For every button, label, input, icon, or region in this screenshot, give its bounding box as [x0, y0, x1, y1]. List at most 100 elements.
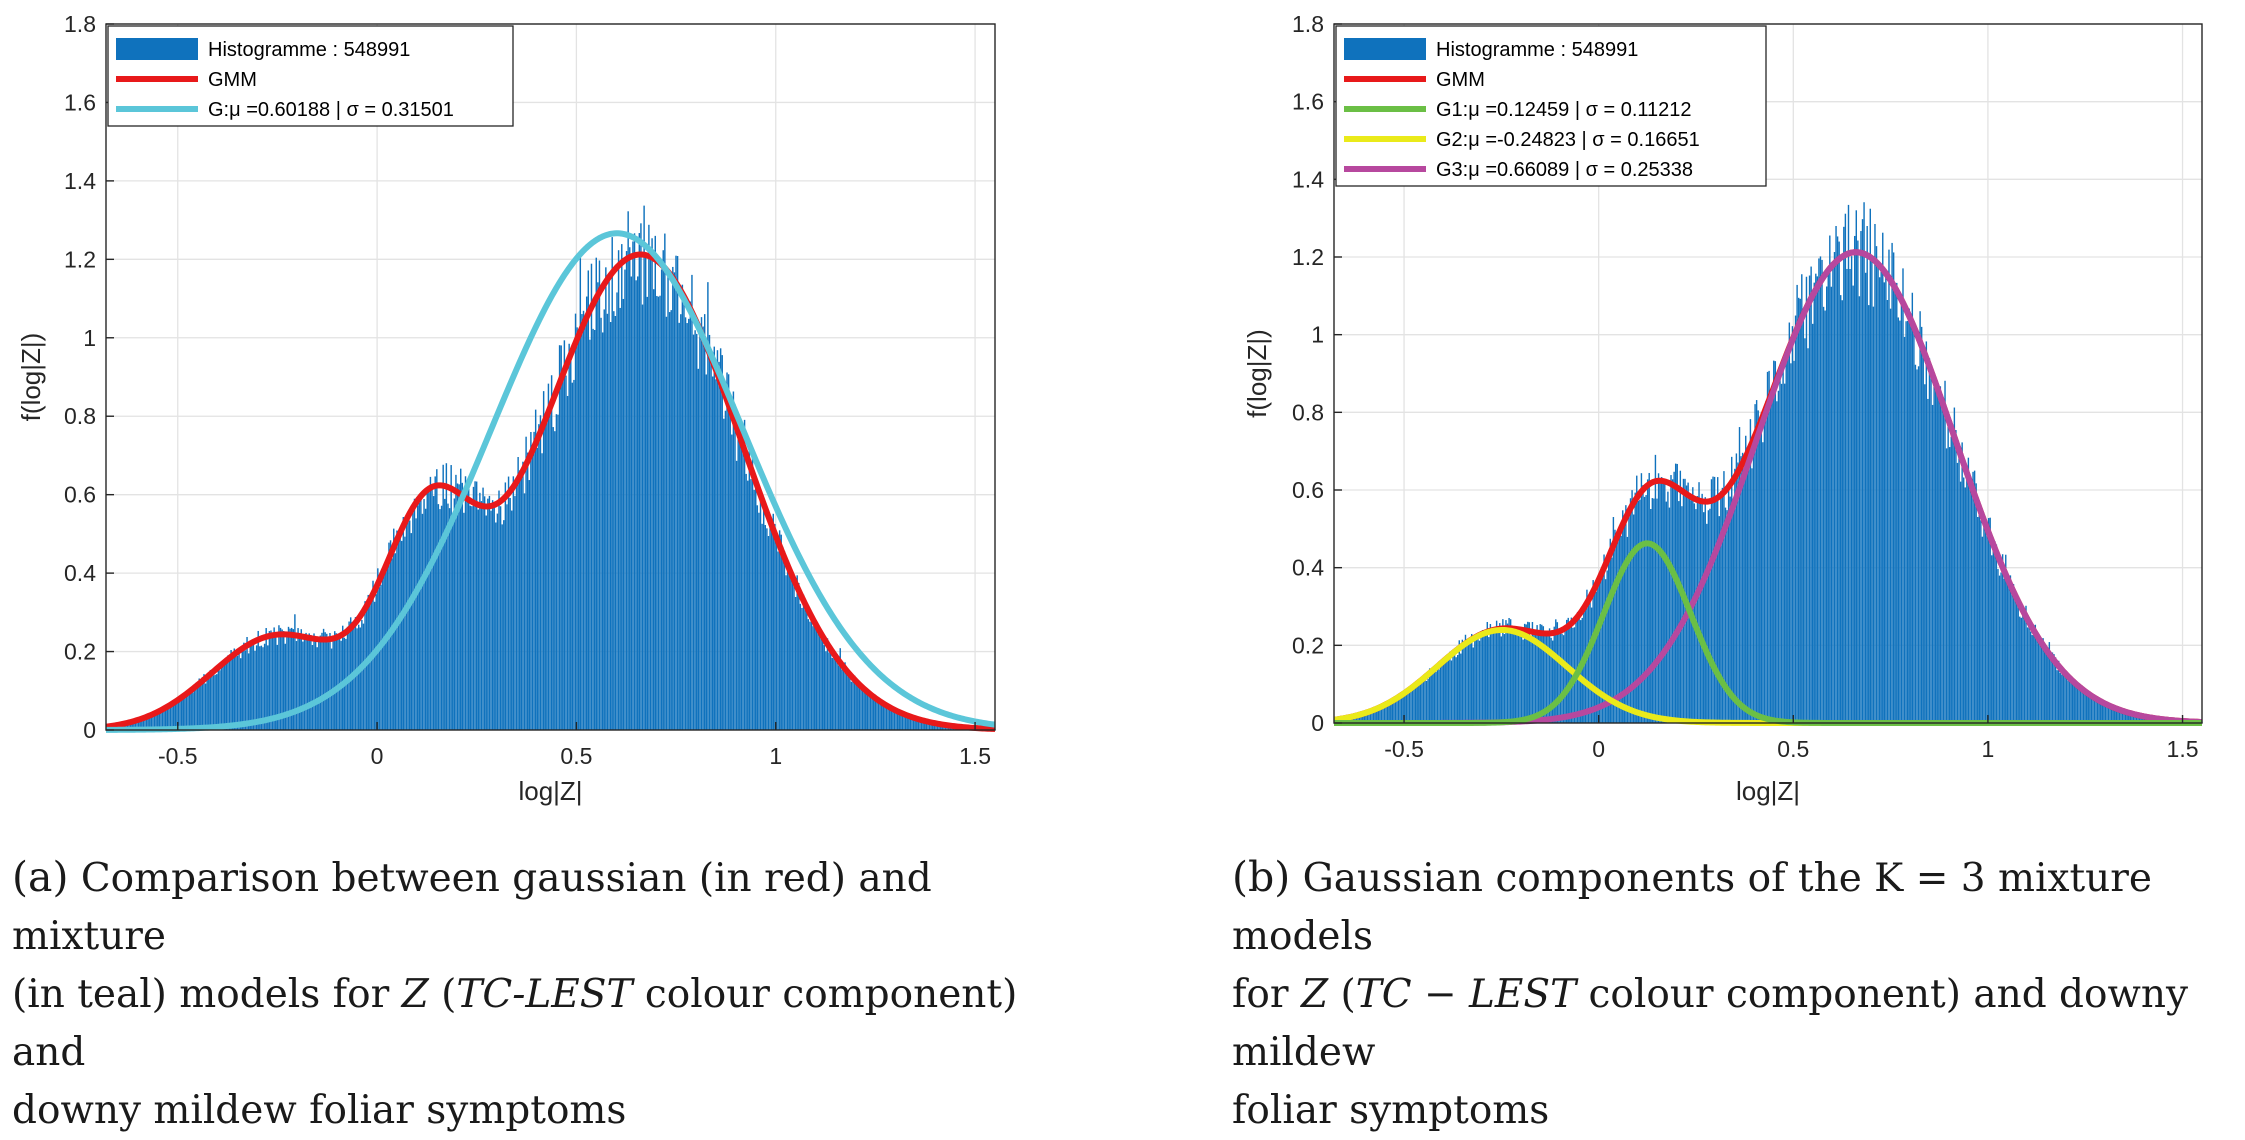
chart-a-axes-box	[105, 23, 996, 731]
chart-a-histogram-bar-199	[423, 499, 425, 730]
chart-a-histogram-bar-511	[920, 719, 923, 730]
chart-b-histogram-bar-278	[1766, 371, 1769, 723]
chart-a-histogram-bar-89	[247, 653, 250, 730]
chart-b-histogram-bar-168	[1595, 591, 1597, 723]
chart-b-histogram-bar-317	[1827, 267, 1829, 723]
chart-b-histogram-bar-20	[1365, 712, 1367, 723]
chart-a-histogram-bar-24	[144, 717, 146, 730]
chart-a-histogram-bar-186	[402, 517, 405, 730]
chart-a-histogram-bar-299	[582, 310, 585, 730]
chart-b-histogram-bar-194	[1636, 475, 1638, 723]
chart-a-histogram-bar-480	[871, 697, 873, 730]
chart-a-histogram-bar-86	[243, 642, 245, 730]
chart-b-histogram-bar-460	[2050, 654, 2052, 723]
chart-a-histogram-bar-394	[734, 404, 736, 730]
chart-a-histogram-bar-362	[683, 301, 685, 730]
chart-b-histogram-bar-427	[1998, 575, 2001, 723]
chart-b-histogram-bar-103	[1494, 627, 1496, 723]
chart-b-histogram-bar-56	[1421, 677, 1423, 723]
chart-a-histogram-bar-426	[785, 575, 787, 730]
chart-a-histogram-bar-221	[458, 484, 460, 730]
chart-a-histogram-bar-284	[558, 345, 561, 730]
chart-b-histogram-bar-494	[2103, 704, 2105, 723]
chart-a-histogram-bar-294	[574, 313, 577, 730]
chart-b-histogram-bar-488	[2093, 700, 2096, 723]
chart-a-histogram-bar-243	[493, 506, 495, 730]
chart-a-ytick-label-6: 1.2	[64, 246, 96, 272]
chart-b-histogram-bar-269	[1752, 435, 1755, 723]
chart-b-histogram-bar-69	[1441, 663, 1443, 723]
chart-b-histogram-bar-315	[1824, 310, 1826, 723]
chart-b-histogram-bar-192	[1632, 514, 1635, 723]
chart-b-histogram-bar-360	[1894, 284, 1896, 723]
chart-a-histogram-bar-82	[236, 655, 239, 730]
chart-a-histogram-bar-231	[474, 481, 476, 730]
chart-a-histogram-bar-390	[727, 374, 730, 730]
chart-b-histogram-bar-372	[1913, 332, 1915, 723]
chart-a-histogram-bar-192	[412, 504, 414, 730]
chart-b-legend-label-3: G2:μ =-0.24823 | σ = 0.16651	[1436, 129, 1700, 151]
chart-b-histogram-bar-185	[1622, 510, 1624, 723]
chart-a-histogram-bar-99	[263, 643, 266, 730]
chart-b-histogram-bar-262	[1741, 452, 1744, 723]
chart-b-histogram-bar-255	[1731, 456, 1733, 723]
chart-b-histogram-bar-45	[1404, 693, 1406, 723]
chart-b-histogram-bar-89	[1472, 647, 1474, 723]
chart-b-histogram-bar-87	[1469, 638, 1471, 723]
chart-b-histogram-bar-387	[1936, 385, 1938, 723]
chart-b-histogram-bar-412	[1975, 483, 1977, 723]
chart-a-legend-label-0: Histogramme : 548991	[208, 39, 410, 61]
chart-a-histogram-bar-431	[793, 578, 795, 730]
chart-b-histogram-bar-291	[1787, 349, 1789, 723]
chart-a-histogram-bar-230	[472, 486, 475, 730]
chart-b-histogram-bar-343	[1868, 305, 1870, 723]
chart-a-histogram-bar-456	[833, 649, 835, 730]
chart-a-histogram-bar-349	[662, 250, 664, 730]
chart-a-histogram-bar-220	[456, 483, 459, 730]
chart-b-histogram-bar-471	[2067, 680, 2069, 723]
chart-a-histogram-bar-228	[469, 505, 472, 730]
chart-b-histogram-bar-313	[1821, 259, 1823, 723]
chart-a-histogram-bar-472	[858, 684, 861, 730]
chart-b-histogram-bar-24	[1371, 711, 1373, 723]
chart-a-histogram-bar-448	[820, 632, 822, 730]
chart-b-histogram-bar-355	[1886, 300, 1889, 723]
chart-b-histogram-bar-85	[1466, 642, 1468, 723]
chart-a-histogram-bar-465	[847, 674, 849, 730]
chart-a-histogram-bar-288	[565, 375, 567, 730]
chart-a-histogram-bar-488	[884, 703, 886, 730]
chart-a-histogram-bar-210	[440, 505, 443, 730]
chart-a-histogram-bar-67	[212, 675, 215, 730]
chart-a-histogram-bar-160	[361, 619, 363, 730]
chart-b-histogram-bar-271	[1755, 400, 1758, 723]
chart-b-histogram-bar-258	[1735, 453, 1738, 723]
chart-b-histogram-bar-247	[1718, 516, 1720, 723]
chart-b-histogram-bar-285	[1777, 390, 1780, 723]
chart-a-ytick-label-9: 1.8	[64, 11, 96, 37]
chart-a-histogram-bar-482	[874, 694, 877, 730]
chart-b-histogram-bar-106	[1499, 623, 1501, 723]
chart-a-histogram-bar-416	[769, 526, 771, 730]
chart-b-histogram-bar-286	[1779, 369, 1781, 723]
chart-a-histogram-bar-460	[839, 648, 841, 730]
chart-b-histogram-bar-416	[1981, 536, 1984, 723]
chart-a-histogram-bar-341	[649, 251, 652, 730]
chart-b-histogram-bar-277	[1765, 401, 1767, 723]
chart-a-histogram-bar-39	[168, 704, 170, 730]
chart-b-histogram-bar-356	[1888, 249, 1890, 723]
chart-b-histogram-bar-259	[1737, 462, 1739, 723]
chart-panel-b: -0.5 0 0.5 1 1.5 0 0.2 0.4 0.6 0.8 1 1.2 1.4 1.6 1.8 lo…	[1120, 0, 2245, 820]
chart-b-histogram-bar-378	[1922, 357, 1924, 723]
chart-b-histogram-bar-437	[2014, 599, 2016, 723]
chart-a-histogram-bar-303	[589, 339, 591, 730]
chart-a-histogram-bar-50	[185, 694, 188, 730]
chart-b-histogram-bar-405	[1964, 487, 1966, 723]
chart-a-histogram-bar-387	[723, 418, 725, 730]
chart-b-histogram-bar-118	[1517, 627, 1520, 723]
chart-b-histogram-bar-204	[1651, 498, 1654, 723]
chart-a-histogram-bar-418	[772, 513, 774, 730]
chart-a-histogram-bar-395	[735, 460, 738, 730]
chart-a-histogram-bar-38	[166, 707, 169, 730]
chart-b-histogram-bar-114	[1511, 633, 1513, 723]
chart-a-histogram-bar-93	[254, 650, 256, 730]
